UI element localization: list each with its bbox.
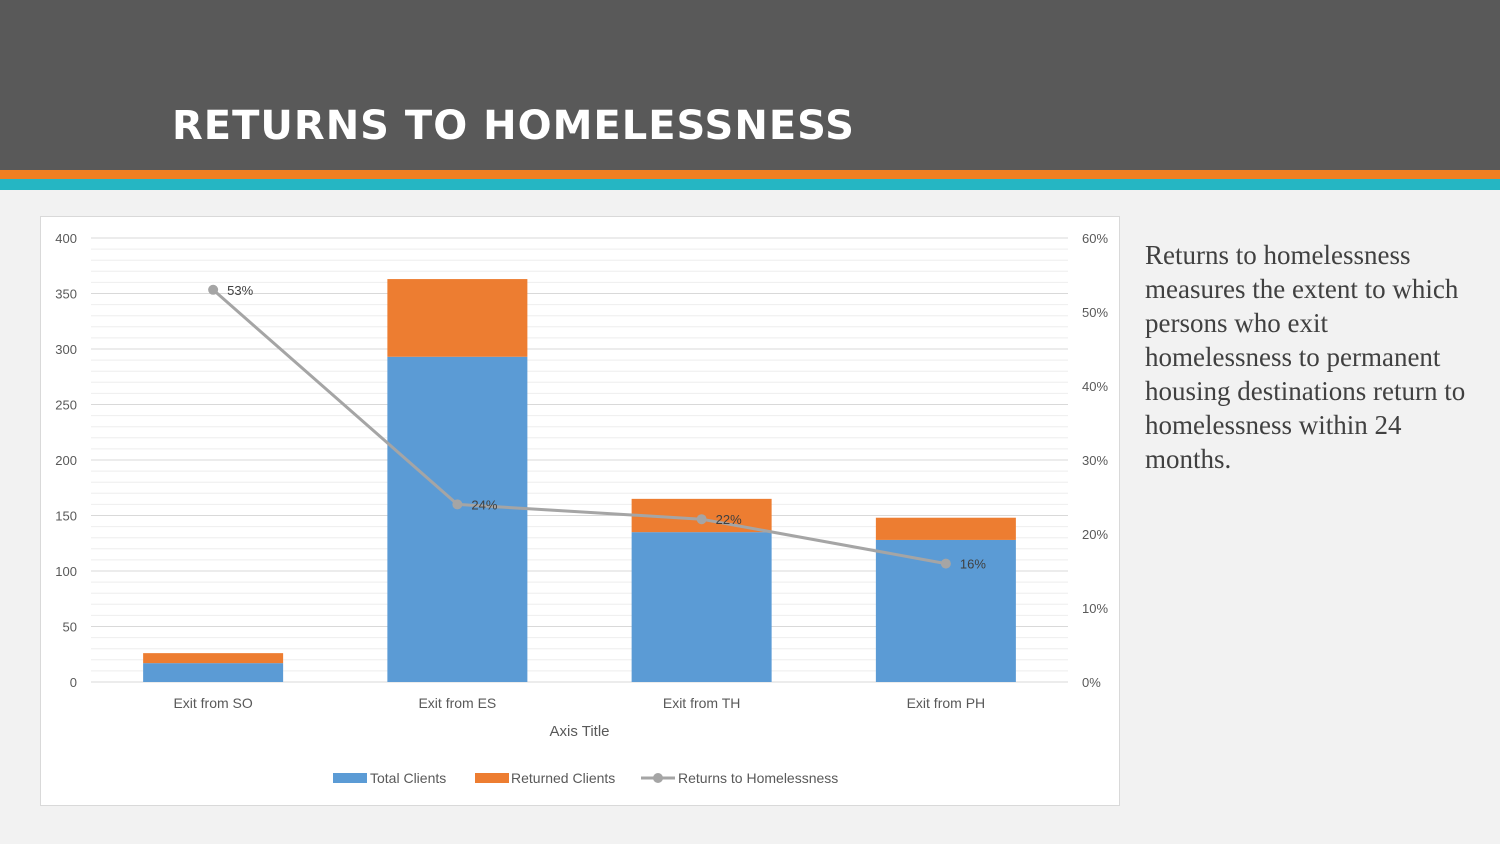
y2-tick-label: 20%: [1082, 527, 1108, 542]
bar-returned-clients: [387, 279, 528, 357]
description-text: Returns to homelessness measures the ext…: [1145, 240, 1466, 474]
legend-swatch-total-clients: [333, 773, 367, 783]
returns-point: [696, 514, 707, 525]
y-tick-label: 250: [55, 398, 77, 413]
y2-tick-label: 10%: [1082, 601, 1108, 616]
y-tick-label: 300: [55, 342, 77, 357]
y2-tick-label: 0%: [1082, 675, 1101, 690]
legend-swatch-returned-clients: [475, 773, 509, 783]
bar-total-clients: [387, 356, 528, 682]
returns-data-label: 16%: [960, 557, 986, 572]
x-category-label: Exit from SO: [173, 695, 252, 711]
slide-header: RETURNS TO HOMELESSNESS: [0, 0, 1500, 170]
y2-tick-label: 40%: [1082, 379, 1108, 394]
x-category-label: Exit from TH: [663, 695, 741, 711]
y-tick-label: 350: [55, 287, 77, 302]
bar-returned-clients: [875, 517, 1016, 540]
x-category-label: Exit from PH: [907, 695, 986, 711]
x-category-label: Exit from ES: [418, 695, 496, 711]
y-tick-label: 200: [55, 453, 77, 468]
y-tick-label: 0: [70, 675, 77, 690]
returns-data-label: 22%: [716, 512, 742, 527]
y2-tick-label: 60%: [1082, 231, 1108, 246]
y-tick-label: 150: [55, 509, 77, 524]
returns-point: [208, 284, 219, 295]
returns-data-label: 53%: [227, 283, 253, 298]
x-axis-title: Axis Title: [549, 723, 609, 740]
combo-chart: 0 50 100 150 200 250 300 350 400 0% 10% 20% 30% 40% 50…: [55, 231, 1108, 786]
y2-tick-label: 50%: [1082, 305, 1108, 320]
returns-line: [212, 288, 947, 566]
header-stripe-orange: [0, 170, 1500, 179]
bar-returned-clients: [143, 653, 284, 664]
legend-marker-returns: [653, 773, 663, 783]
chart-container: 0 50 100 150 200 250 300 350 400 0% 10% 20% 30% 40% 50…: [40, 216, 1120, 806]
y-tick-label: 50: [63, 620, 77, 635]
y-tick-label: 100: [55, 564, 77, 579]
returns-point: [940, 558, 951, 569]
returns-point: [452, 499, 463, 510]
legend-label-returns: Returns to Homelessness: [678, 770, 838, 786]
bar-total-clients: [631, 532, 772, 682]
header-stripe-teal: [0, 179, 1500, 190]
y2-tick-label: 30%: [1082, 453, 1108, 468]
bar-total-clients: [143, 663, 284, 682]
returns-data-label: 24%: [471, 497, 497, 512]
slide-title: RETURNS TO HOMELESSNESS: [172, 103, 855, 149]
legend-label-total-clients: Total Clients: [370, 770, 446, 786]
y-tick-label: 400: [55, 231, 77, 246]
legend-label-returned-clients: Returned Clients: [511, 770, 615, 786]
